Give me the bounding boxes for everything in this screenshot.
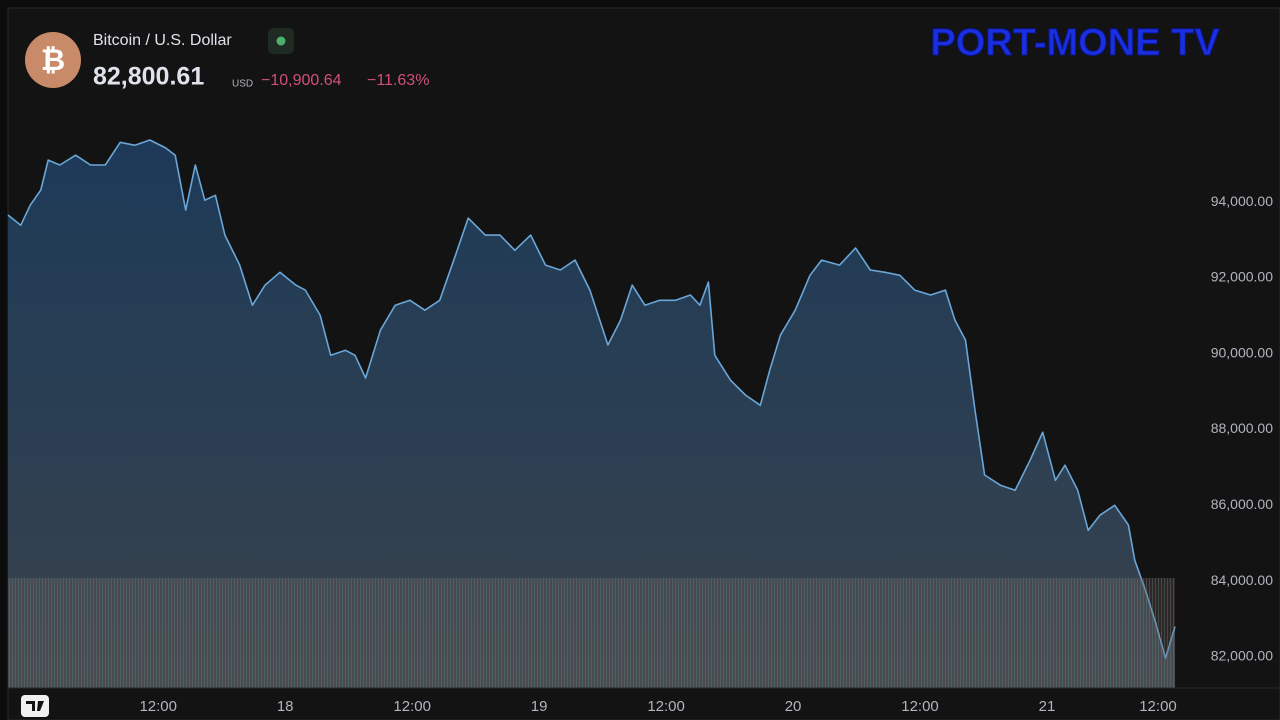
x-tick-label: 20 <box>785 698 802 715</box>
change: −10,900.64 <box>261 72 342 89</box>
coin-icon <box>25 32 81 88</box>
x-tick-label: 12:00 <box>1139 698 1177 715</box>
y-tick-label: 82,000.00 <box>1211 648 1273 664</box>
x-tick-label: 12:00 <box>901 698 939 715</box>
area-fill <box>8 140 1175 688</box>
x-tick-label: 12:00 <box>393 698 431 715</box>
currency: USD <box>232 79 253 90</box>
y-tick-label: 88,000.00 <box>1211 420 1273 436</box>
y-tick-label: 86,000.00 <box>1211 496 1273 512</box>
y-tick-label: 90,000.00 <box>1211 344 1273 360</box>
x-tick-label: 12:00 <box>139 698 177 715</box>
y-tick-label: 92,000.00 <box>1211 269 1273 285</box>
x-tick-label: 18 <box>277 698 294 715</box>
x-tick-label: 21 <box>1039 698 1056 715</box>
price-line <box>7 139 1176 659</box>
coin-symbol: ₿ <box>41 44 65 77</box>
status-dot <box>276 36 286 46</box>
price: 82,800.61 <box>93 63 204 91</box>
volume-band <box>8 578 1175 688</box>
symbol-title: Bitcoin / U.S. Dollar <box>93 32 232 49</box>
change-pct: −11.63% <box>367 72 429 89</box>
y-tick-label: 84,000.00 <box>1211 572 1273 588</box>
x-tick-label: 12:00 <box>647 698 685 715</box>
plot <box>7 139 1176 688</box>
x-tick-label: 19 <box>531 698 548 715</box>
tv-logo-mark <box>26 701 44 711</box>
y-tick-label: 94,000.00 <box>1211 193 1273 209</box>
logo: PORT-MONE TV <box>930 22 1220 64</box>
